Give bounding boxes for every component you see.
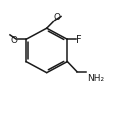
Text: O: O: [10, 35, 17, 44]
Text: NH₂: NH₂: [87, 74, 104, 82]
Text: F: F: [76, 35, 82, 45]
Text: O: O: [54, 13, 61, 22]
